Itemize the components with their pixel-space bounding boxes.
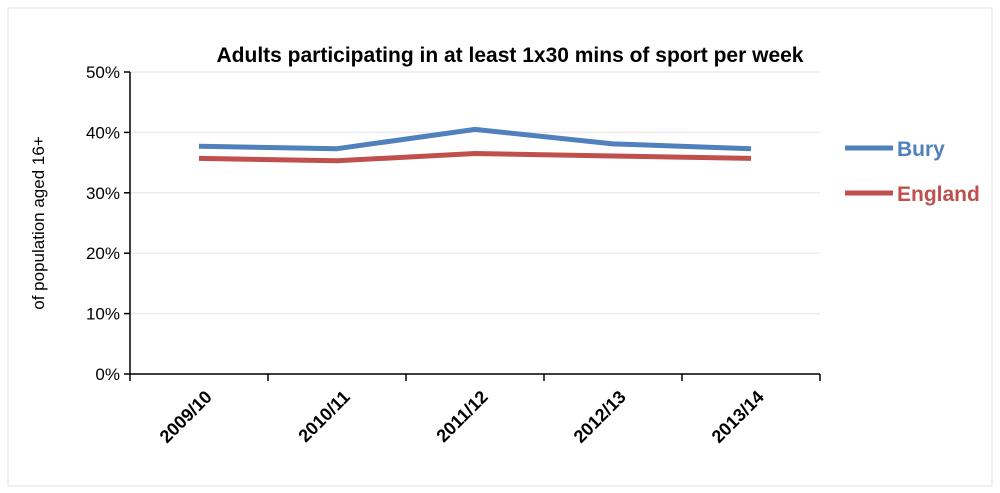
chart-title: Adults participating in at least 1x30 mi…: [217, 44, 804, 67]
x-tick-label: 2011/12: [432, 387, 491, 446]
x-tick-label: 2009/10: [156, 387, 216, 447]
chart-border: [7, 7, 993, 487]
y-tick-label: 40%: [86, 123, 120, 142]
y-tick-label: 10%: [86, 305, 120, 324]
x-tick-label: 2013/14: [708, 387, 768, 447]
legend-label: England: [897, 183, 980, 206]
series-line: [198, 151, 752, 164]
y-tick-label: 50%: [86, 63, 120, 82]
series-line: [198, 126, 752, 152]
y-tick-label: 0%: [95, 365, 120, 384]
x-tick-label: 2012/13: [570, 387, 630, 447]
x-tick-label: 2010/11: [294, 387, 353, 446]
y-tick-label: 30%: [86, 184, 120, 203]
y-axis-label: of population aged 16+: [29, 136, 48, 310]
y-tick-label: 20%: [86, 244, 120, 263]
legend-label: Bury: [897, 138, 945, 161]
